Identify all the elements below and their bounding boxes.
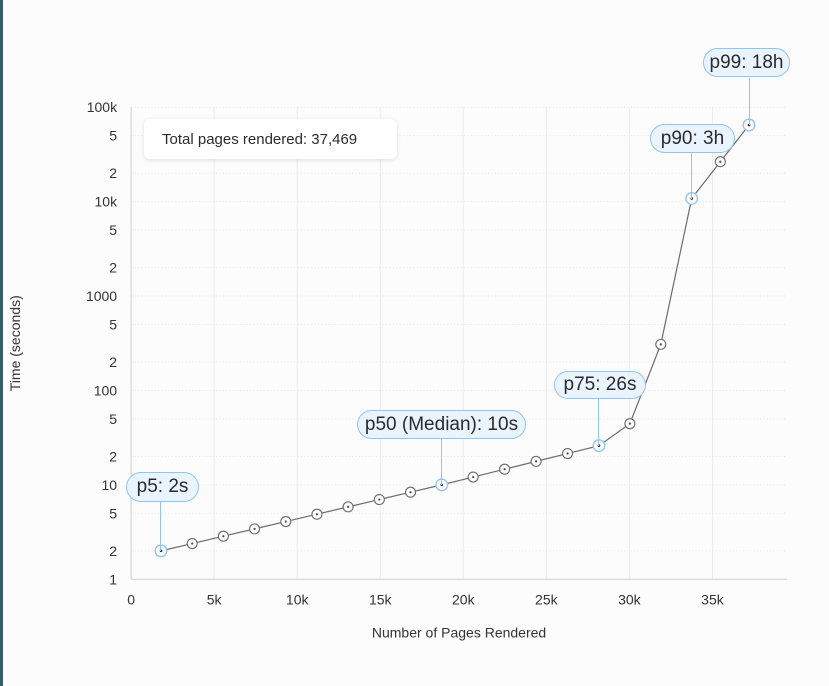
svg-text:2: 2	[109, 260, 117, 276]
svg-text:5: 5	[109, 128, 117, 144]
svg-text:10k: 10k	[286, 591, 310, 607]
svg-text:35k: 35k	[701, 591, 725, 607]
svg-text:100k: 100k	[87, 99, 118, 115]
svg-text:5k: 5k	[207, 591, 223, 607]
svg-text:2: 2	[109, 165, 117, 181]
svg-text:5: 5	[109, 411, 117, 427]
svg-text:5: 5	[109, 222, 117, 238]
svg-text:25k: 25k	[535, 591, 559, 607]
svg-text:1000: 1000	[86, 288, 117, 304]
svg-text:0: 0	[127, 591, 135, 607]
svg-text:100: 100	[94, 382, 118, 398]
svg-text:1: 1	[109, 571, 117, 587]
svg-text:10: 10	[102, 477, 118, 493]
svg-text:10k: 10k	[95, 194, 119, 210]
svg-text:2: 2	[109, 448, 117, 464]
svg-text:5: 5	[109, 505, 117, 521]
svg-text:15k: 15k	[369, 591, 393, 607]
svg-text:20k: 20k	[452, 591, 476, 607]
svg-text:2: 2	[109, 354, 117, 370]
svg-text:Number of Pages Rendered: Number of Pages Rendered	[372, 624, 546, 640]
svg-text:2: 2	[109, 543, 117, 559]
svg-text:Time (seconds): Time (seconds)	[7, 295, 23, 391]
svg-text:5: 5	[109, 316, 117, 332]
svg-text:30k: 30k	[618, 591, 642, 607]
